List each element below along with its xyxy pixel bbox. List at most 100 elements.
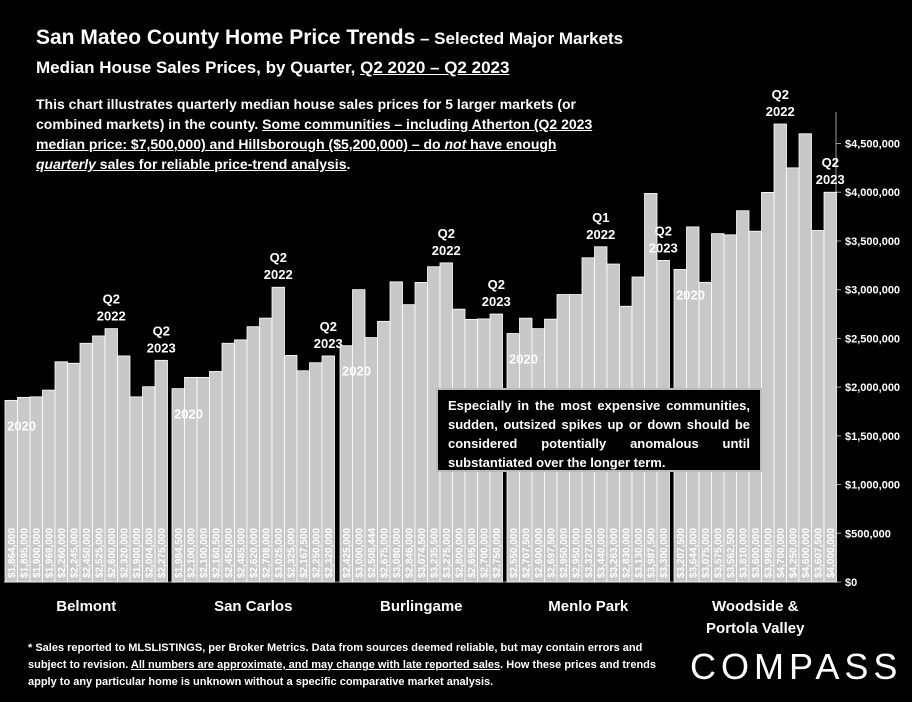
bar-annotation: Q2 <box>153 323 170 338</box>
bar-value-label: $2,245,000 <box>69 528 80 578</box>
bar-value-label: $1,969,000 <box>44 528 55 578</box>
bar-value-label: $2,004,000 <box>144 528 155 578</box>
bar-value-label: $2,425,000 <box>342 528 353 578</box>
bar-value-label: $3,644,000 <box>688 528 699 578</box>
bar-annotation: Q2 <box>320 319 337 334</box>
y-tick-label: $2,000,000 <box>845 382 900 394</box>
bar-value-label: $2,525,000 <box>94 528 105 578</box>
bar-value-label: $2,830,000 <box>621 528 632 578</box>
group-label: Menlo Park <box>548 598 629 615</box>
group-label: Portola Valley <box>706 620 805 637</box>
group-label: Woodside & <box>712 598 799 615</box>
bar <box>761 192 775 583</box>
bar-value-label: $1,895,000 <box>19 528 30 578</box>
bar <box>321 355 335 583</box>
bar-value-label: $2,708,000 <box>261 528 272 578</box>
bar-value-label: $2,695,000 <box>467 528 478 578</box>
bar-annotation: 2022 <box>97 309 126 324</box>
bar-value-label: $2,508,444 <box>367 528 378 578</box>
bar-annotation: 2023 <box>816 172 845 187</box>
bar <box>823 191 837 583</box>
page-title: San Mateo County Home Price Trends – Sel… <box>36 26 624 49</box>
bar-annotation: 2022 <box>586 227 615 242</box>
bar-value-label: $3,810,000 <box>738 528 749 578</box>
bar-value-label: $3,075,000 <box>701 528 712 578</box>
bar-value-label: $2,485,000 <box>236 528 247 578</box>
bar-value-label: $1,900,000 <box>32 528 43 578</box>
bar-value-label: $2,450,000 <box>82 528 93 578</box>
bar-annotation: Q2 <box>655 223 672 238</box>
bar-value-label: $2,950,000 <box>559 528 570 578</box>
bar-value-label: $2,800,000 <box>454 528 465 578</box>
y-tick-label: $1,500,000 <box>845 431 900 443</box>
bar-value-label: $3,562,500 <box>726 528 737 578</box>
bar-value-label: $2,167,500 <box>299 528 310 578</box>
compass-logo: COMPASS <box>690 646 903 687</box>
bar-annotation: 2020 <box>7 418 36 433</box>
bar-annotation: Q2 <box>772 87 789 102</box>
y-tick-label: $4,000,000 <box>845 187 900 199</box>
anomaly-callout: Especially in the most expensive communi… <box>436 388 762 472</box>
bar-value-label: $3,025,000 <box>274 528 285 578</box>
bar-value-label: $2,260,000 <box>57 528 68 578</box>
bar-annotation: 2022 <box>264 267 293 282</box>
bar-value-label: $2,160,500 <box>211 528 222 578</box>
bar-value-label: $3,074,500 <box>417 528 428 578</box>
bar-value-label: $1,900,000 <box>132 528 143 578</box>
bar-value-label: $4,250,000 <box>788 528 799 578</box>
bar-value-label: $2,697,500 <box>546 528 557 578</box>
bar-value-label: $2,275,000 <box>157 528 168 578</box>
bar-value-label: $3,235,500 <box>429 528 440 578</box>
bar-value-label: $3,440,000 <box>596 528 607 578</box>
bar-value-label: $1,984,500 <box>174 528 185 578</box>
bar-value-label: $2,950,000 <box>571 528 582 578</box>
bar-value-label: $2,250,000 <box>311 528 322 578</box>
bar-value-label: $3,607,500 <box>813 528 824 578</box>
bar-annotation: Q1 <box>592 210 609 225</box>
bar-value-label: $2,750,000 <box>492 528 503 578</box>
bar-annotation: 2020 <box>676 287 705 302</box>
bar-annotation: 2020 <box>342 364 371 379</box>
bar-annotation: Q2 <box>438 226 455 241</box>
bar-value-label: $3,080,000 <box>392 528 403 578</box>
bar-annotation: 2023 <box>314 336 343 351</box>
bar-value-label: $3,987,500 <box>646 528 657 578</box>
bar-value-label: $2,100,000 <box>186 528 197 578</box>
bar <box>773 123 787 583</box>
bar-value-label: $2,550,000 <box>509 528 520 578</box>
bar-annotation: Q2 <box>270 250 287 265</box>
bar-value-label: $2,620,000 <box>249 528 260 578</box>
bar-value-label: $3,275,000 <box>442 528 453 578</box>
y-tick-label: $4,500,000 <box>845 138 900 150</box>
y-tick-label: $3,000,000 <box>845 285 900 297</box>
bar-value-label: $2,600,000 <box>107 528 118 578</box>
bar-annotation: Q2 <box>103 292 120 307</box>
bar-value-label: $2,707,500 <box>521 528 532 578</box>
bar-value-label: $3,300,000 <box>659 528 670 578</box>
y-tick-label: $500,000 <box>845 528 891 540</box>
bar-value-label: $3,327,000 <box>584 528 595 578</box>
group-label: San Carlos <box>214 598 292 615</box>
bar-value-label: $3,207,500 <box>676 528 687 578</box>
bar-value-label: $3,263,000 <box>609 528 620 578</box>
group-label: Belmont <box>56 598 116 615</box>
bar-annotation: 2023 <box>649 240 678 255</box>
bar-annotation: Q2 <box>488 277 505 292</box>
bar-value-label: $2,450,000 <box>224 528 235 578</box>
bar-value-label: $4,600,000 <box>801 528 812 578</box>
bar-value-label: $2,325,000 <box>286 528 297 578</box>
page-subtitle: Median House Sales Prices, by Quarter, Q… <box>36 58 510 77</box>
bar-value-label: $2,846,000 <box>404 528 415 578</box>
bar-value-label: $2,675,000 <box>379 528 390 578</box>
bar-value-label: $4,000,000 <box>826 528 837 578</box>
bar-value-label: $2,100,000 <box>199 528 210 578</box>
bar-annotation: 2022 <box>432 243 461 258</box>
intro-text: This chart illustrates quarterly median … <box>36 96 593 172</box>
bar-annotation: 2023 <box>147 340 176 355</box>
bar-value-label: $3,130,000 <box>634 528 645 578</box>
bar-annotation: 2023 <box>482 294 511 309</box>
bar-value-label: $3,000,000 <box>354 528 365 578</box>
group-label: Burlingame <box>380 598 463 615</box>
y-tick-label: $0 <box>845 577 857 589</box>
bar-value-label: $3,998,000 <box>763 528 774 578</box>
